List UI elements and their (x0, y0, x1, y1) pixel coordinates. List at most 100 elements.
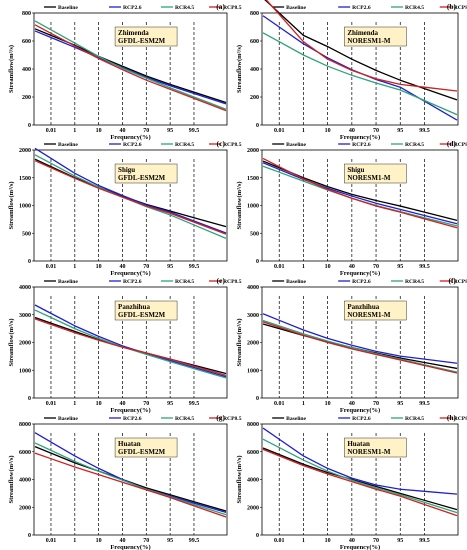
series-line-rcp26 (262, 162, 458, 225)
y-tick-label: 2000 (19, 505, 31, 511)
y-tick-label: 1500 (247, 176, 259, 182)
y-axis-label: Streamflow(m³/s) (236, 181, 243, 229)
y-tick-label: 4000 (247, 285, 259, 291)
x-tick-label: 99.5 (419, 401, 430, 407)
y-tick-label: 0 (28, 123, 31, 129)
y-tick-label: 0 (256, 123, 259, 129)
legend-label: RCP2.6 (352, 279, 371, 285)
y-tick-label: 6000 (19, 450, 31, 456)
legend-label: Baseline (286, 142, 306, 148)
x-tick-label: 70 (373, 401, 379, 407)
series-line-rcr45 (262, 32, 458, 116)
panel-c: 0 500 1000 1500 2000 0.01 1 10 40 70 95 99.5 Frequen… (8, 139, 242, 277)
y-tick-label: 4000 (19, 285, 31, 291)
legend-label: Baseline (58, 5, 78, 11)
x-tick-label: 99.5 (419, 128, 430, 134)
y-tick-label: 2000 (19, 341, 31, 347)
panel-title-station: Panzhihua (118, 303, 150, 311)
y-tick-label: 1000 (247, 368, 259, 374)
x-tick-label: 10 (96, 401, 102, 407)
panel-title-model: GFDL-ESM2M (118, 448, 165, 456)
x-tick-label: 95 (397, 538, 403, 544)
panel-title-model: GFDL-ESM2M (118, 311, 165, 319)
panel-b: 0 200 400 600 800 0.01 1 10 40 70 95 99.5 Frequency(… (236, 0, 467, 141)
y-tick-label: 400 (250, 67, 259, 73)
y-tick-label: 6000 (247, 450, 259, 456)
panel-title-box (114, 26, 178, 47)
legend-label: RCP2.6 (352, 5, 371, 11)
series-line-rcp85 (34, 160, 227, 235)
y-tick-label: 200 (250, 95, 259, 101)
x-tick-label: 0.01 (274, 264, 285, 270)
series-line-rcp26 (34, 147, 227, 234)
y-tick-label: 0 (256, 533, 259, 539)
y-tick-label: 1000 (247, 204, 259, 210)
series-line-rcp26 (262, 313, 458, 364)
y-tick-label: 200 (22, 95, 31, 101)
x-axis-label: Frequency(%) (340, 407, 380, 414)
x-tick-label: 1 (73, 264, 76, 270)
panel-title-model: GFDL-ESM2M (118, 174, 165, 182)
series-line-rcp85 (262, 157, 458, 229)
y-axis-label: Streamflow(m³/s) (236, 45, 243, 93)
series-line-rcp26 (262, 427, 458, 495)
x-tick-label: 1 (302, 538, 305, 544)
x-tick-label: 40 (349, 128, 355, 134)
x-tick-label: 99.5 (189, 538, 200, 544)
x-tick-label: 70 (373, 264, 379, 270)
x-tick-label: 10 (96, 128, 102, 134)
panel-label: (g) (216, 413, 225, 422)
y-tick-label: 0 (28, 533, 31, 539)
x-tick-label: 70 (143, 264, 149, 270)
y-axis-label: Streamflow(m³/s) (236, 318, 243, 366)
legend-label: RCR4.5 (405, 279, 424, 285)
series-line-rcp26 (34, 304, 227, 378)
y-tick-label: 2000 (19, 148, 31, 154)
legend-label: RCP8.5 (454, 416, 467, 422)
panel-label: (c) (217, 139, 226, 148)
y-tick-label: 1000 (19, 204, 31, 210)
y-tick-label: 0 (28, 259, 31, 265)
x-tick-label: 70 (143, 538, 149, 544)
y-axis-label: Streamflow(m³/s) (8, 318, 15, 366)
legend-label: RCR4.5 (175, 142, 194, 148)
y-axis-label: Streamflow(m³/s) (8, 181, 15, 229)
x-axis-label: Frequency(%) (340, 270, 380, 277)
panel-title-station: Panzhihua (347, 303, 379, 311)
x-axis-label: Frequency(%) (110, 544, 150, 550)
legend-label: Baseline (58, 142, 78, 148)
legend-label: RCP8.5 (223, 142, 242, 148)
x-tick-label: 1 (302, 264, 305, 270)
y-tick-label: 1000 (19, 368, 31, 374)
y-tick-label: 0 (28, 396, 31, 402)
legend-label: RCP8.5 (454, 142, 467, 148)
legend-label: RCP2.6 (123, 5, 142, 11)
x-tick-label: 99.5 (419, 538, 430, 544)
panel-title-box (344, 26, 407, 47)
x-tick-label: 0.01 (46, 128, 57, 134)
x-tick-label: 99.5 (189, 401, 200, 407)
series-line-rcp85 (34, 24, 227, 112)
panel-title-station: Huatan (118, 440, 141, 448)
panel-title-model: NORESM1-M (347, 448, 391, 456)
legend-label: RCR4.5 (175, 416, 194, 422)
series-line-rcp85 (265, 0, 458, 92)
y-tick-label: 600 (22, 39, 31, 45)
y-tick-label: 600 (250, 39, 259, 45)
x-tick-label: 95 (167, 401, 173, 407)
panel-g: 0 2000 4000 6000 8000 0.01 1 10 40 70 95 99.5 Freque… (8, 413, 242, 550)
x-tick-label: 0.01 (274, 538, 285, 544)
y-axis-label: Streamflow(m³/s) (236, 455, 243, 503)
y-tick-label: 2000 (247, 505, 259, 511)
x-tick-label: 1 (302, 128, 305, 134)
x-tick-label: 95 (397, 128, 403, 134)
x-tick-label: 0.01 (46, 401, 57, 407)
legend-label: RCP2.6 (123, 279, 142, 285)
x-tick-label: 1 (73, 401, 76, 407)
panel-title-station: Huatan (347, 440, 370, 448)
legend-label: Baseline (286, 5, 306, 11)
y-axis-label: Streamflow(m³/s) (8, 455, 15, 503)
series-line-rcr45 (262, 438, 458, 514)
x-tick-label: 40 (349, 264, 355, 270)
